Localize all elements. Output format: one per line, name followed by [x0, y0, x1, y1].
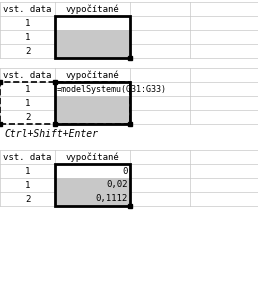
Bar [55, 110, 130, 124]
Bar [55, 44, 130, 58]
Bar [55, 178, 130, 192]
Bar [55, 30, 130, 44]
Text: 0,02: 0,02 [107, 181, 128, 190]
Text: 1: 1 [25, 19, 30, 28]
Text: vst. data: vst. data [3, 152, 52, 161]
Text: 1: 1 [25, 167, 30, 176]
Bar [55, 16, 130, 58]
Text: vst. data: vst. data [3, 70, 52, 80]
Bar [55, 96, 130, 110]
Text: 1: 1 [25, 85, 30, 94]
Text: vypočítané: vypočítané [66, 152, 119, 162]
Text: 2: 2 [25, 112, 30, 122]
Text: Ctrl+Shift+Enter: Ctrl+Shift+Enter [4, 129, 98, 139]
Bar [55, 82, 130, 124]
Text: 1: 1 [25, 32, 30, 41]
Text: =modelSystemu(G31:G33): =modelSystemu(G31:G33) [57, 85, 167, 94]
Text: 2: 2 [25, 194, 30, 203]
Bar [55, 164, 130, 206]
Text: 1: 1 [25, 181, 30, 190]
Text: vypočítané: vypočítané [66, 70, 119, 80]
Text: 1: 1 [25, 98, 30, 107]
Text: 0,1112: 0,1112 [96, 194, 128, 203]
Text: vst. data: vst. data [3, 4, 52, 14]
Text: 2: 2 [25, 46, 30, 56]
Bar [55, 192, 130, 206]
Text: 0: 0 [123, 167, 128, 176]
Bar [0, 82, 130, 124]
Text: vypočítané: vypočítané [66, 4, 119, 14]
